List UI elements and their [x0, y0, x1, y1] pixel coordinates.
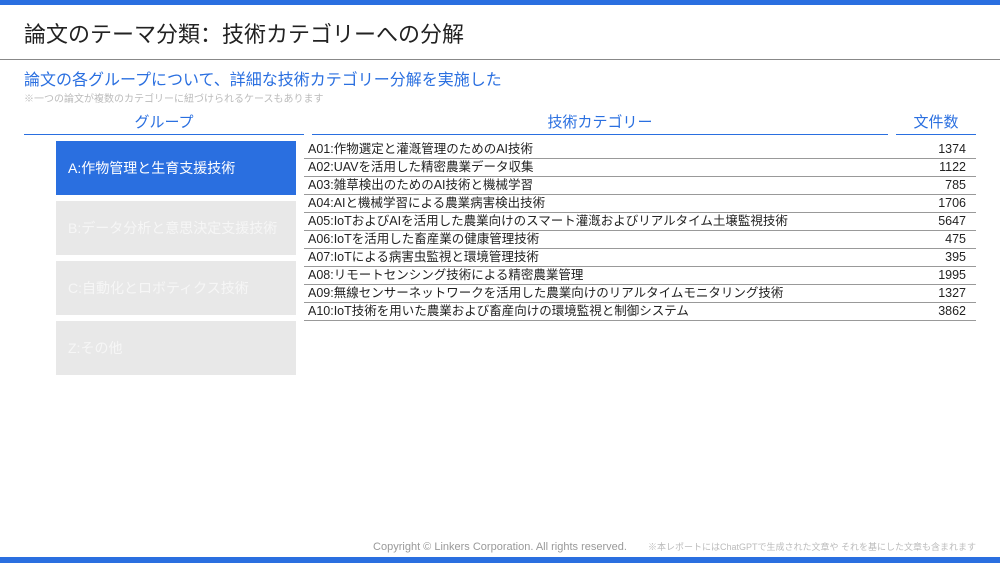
category-cell: A09:無線センサーネットワークを活用した農業向けのリアルタイムモニタリング技術	[304, 286, 896, 301]
group-item-2[interactable]: C:自動化とロボティクス技術	[56, 261, 296, 315]
count-cell: 785	[896, 178, 976, 193]
footer: Copyright © Linkers Corporation. All rig…	[0, 537, 1000, 563]
count-cell: 1374	[896, 142, 976, 157]
category-cell: A02:UAVを活用した精密農業データ収集	[304, 160, 896, 175]
copyright: Copyright © Linkers Corporation. All rig…	[373, 541, 627, 553]
category-cell: A03:雑草検出のためのAI技術と機械学習	[304, 178, 896, 193]
header-group: グループ	[24, 111, 304, 135]
content-body: A:作物管理と生育支援技術 B:データ分析と意思決定支援技術 C:自動化とロボティク…	[0, 135, 1000, 375]
category-cell: A08:リモートセンシング技術による精密農業管理	[304, 268, 896, 283]
table-row: A03:雑草検出のためのAI技術と機械学習785	[304, 177, 976, 195]
count-cell: 395	[896, 250, 976, 265]
table-row: A06:IoTを活用した畜産業の健康管理技術475	[304, 231, 976, 249]
count-cell: 475	[896, 232, 976, 247]
count-cell: 3862	[896, 304, 976, 319]
title-divider	[0, 59, 1000, 60]
category-cell: A04:AIと機械学習による農業病害検出技術	[304, 196, 896, 211]
bottom-accent-bar	[0, 557, 1000, 563]
group-item-0[interactable]: A:作物管理と生育支援技術	[56, 141, 296, 195]
footnote: ※本レポートにはChatGPTで生成された文章や それを基にした文章も含まれます	[648, 540, 976, 553]
table-row: A07:IoTによる病害虫監視と環境管理技術395	[304, 249, 976, 267]
table-row: A02:UAVを活用した精密農業データ収集1122	[304, 159, 976, 177]
table-row: A04:AIと機械学習による農業病害検出技術1706	[304, 195, 976, 213]
group-list: A:作物管理と生育支援技術 B:データ分析と意思決定支援技術 C:自動化とロボティク…	[24, 141, 304, 375]
header-count: 文件数	[896, 111, 976, 135]
category-rows: A01:作物選定と灌漑管理のためのAI技術1374A02:UAVを活用した精密農…	[304, 141, 976, 375]
count-cell: 1327	[896, 286, 976, 301]
count-cell: 1122	[896, 160, 976, 175]
count-cell: 5647	[896, 214, 976, 229]
column-headers: グループ 技術カテゴリー 文件数	[0, 111, 1000, 135]
subtitle: 論文の各グループについて、詳細な技術カテゴリー分解を実施した	[0, 66, 1000, 90]
table-row: A01:作物選定と灌漑管理のためのAI技術1374	[304, 141, 976, 159]
table-row: A09:無線センサーネットワークを活用した農業向けのリアルタイムモニタリング技術…	[304, 285, 976, 303]
table-row: A05:IoTおよびAIを活用した農業向けのスマート灌漑およびリアルタイム土壌監…	[304, 213, 976, 231]
category-cell: A06:IoTを活用した畜産業の健康管理技術	[304, 232, 896, 247]
page-title: 論文のテーマ分類：技術カテゴリーへの分解	[0, 5, 1000, 59]
category-cell: A01:作物選定と灌漑管理のためのAI技術	[304, 142, 896, 157]
group-item-3[interactable]: Z:その他	[56, 321, 296, 375]
category-cell: A10:IoT技術を用いた農業および畜産向けの環境監視と制御システム	[304, 304, 896, 319]
group-item-1[interactable]: B:データ分析と意思決定支援技術	[56, 201, 296, 255]
note-text: ※一つの論文が複数のカテゴリーに紐づけられるケースもあります	[0, 90, 1000, 111]
count-cell: 1995	[896, 268, 976, 283]
header-category: 技術カテゴリー	[312, 111, 888, 135]
category-cell: A05:IoTおよびAIを活用した農業向けのスマート灌漑およびリアルタイム土壌監…	[304, 214, 896, 229]
table-row: A08:リモートセンシング技術による精密農業管理1995	[304, 267, 976, 285]
category-cell: A07:IoTによる病害虫監視と環境管理技術	[304, 250, 896, 265]
count-cell: 1706	[896, 196, 976, 211]
table-row: A10:IoT技術を用いた農業および畜産向けの環境監視と制御システム3862	[304, 303, 976, 321]
